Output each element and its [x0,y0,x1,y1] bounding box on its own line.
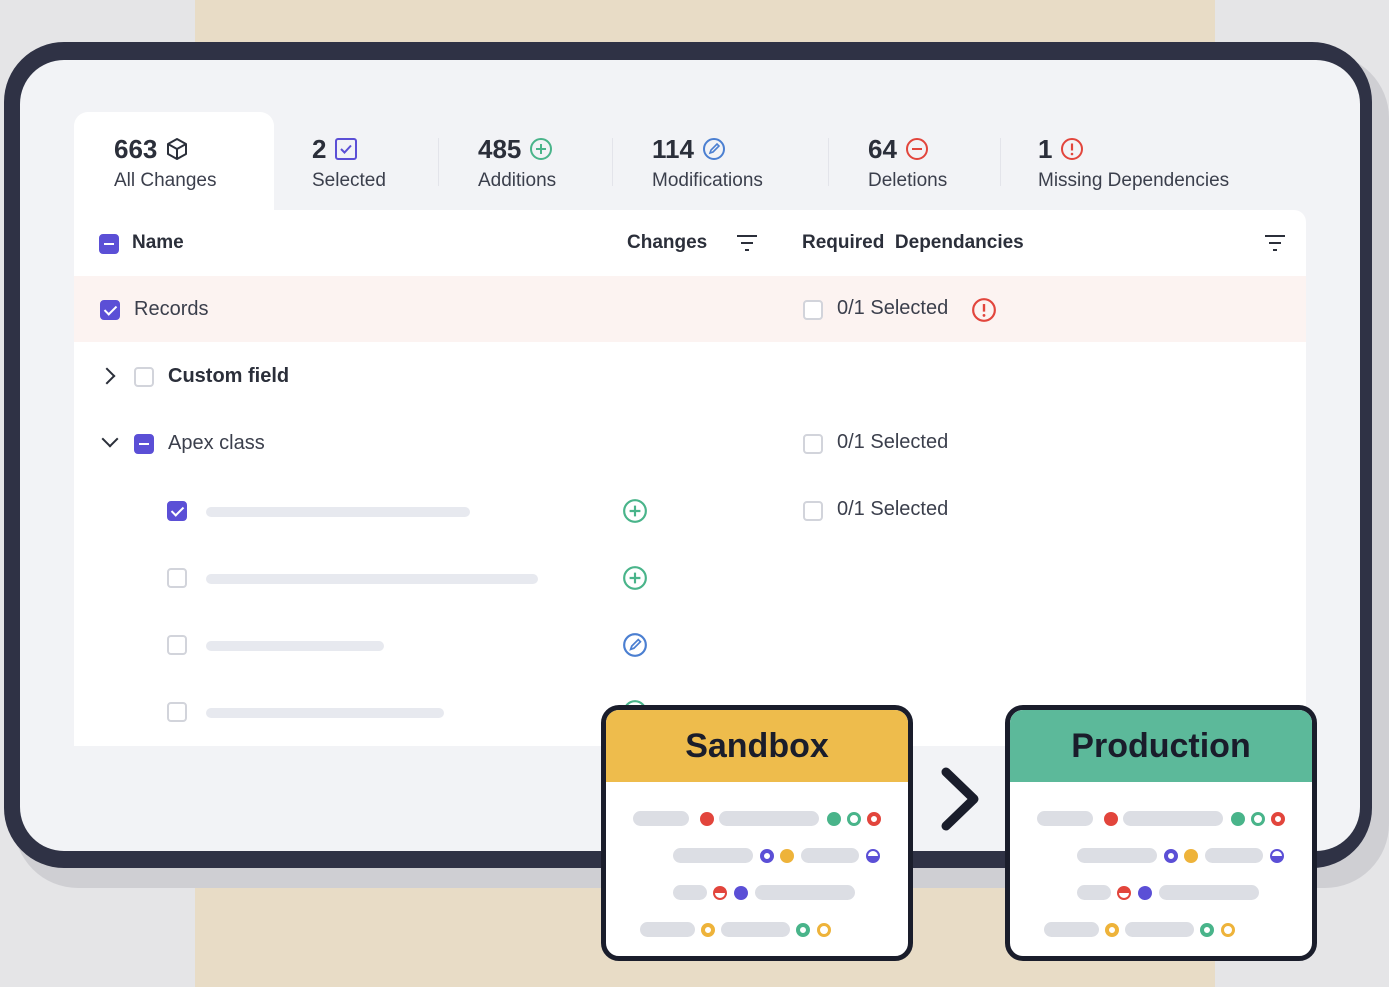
row-checkbox[interactable] [134,434,154,454]
app-screen: 663 All Changes 2 Selected 485 Additions [20,60,1360,851]
select-all-checkbox[interactable] [99,234,119,254]
dependency-status: 0/1 Selected [837,498,949,520]
chevron-right-icon [941,767,979,831]
sandbox-title: Sandbox [606,710,908,782]
tab-label: Additions [478,170,557,191]
addition-icon [623,499,647,523]
changes-column-header[interactable]: Changes [627,232,708,253]
row-name: Records [134,298,209,320]
row-checkbox[interactable] [100,300,120,320]
tab-label: Selected [312,170,386,191]
table-row[interactable] [74,612,1306,678]
tab-count: 2 [312,133,327,164]
tab-count: 64 [868,133,897,164]
row-checkbox[interactable] [167,702,187,722]
edit-circle-icon [702,138,725,160]
table-row[interactable]: 0/1 Selected [74,478,1306,544]
required-dependencies-header[interactable]: Required Dependancies [802,232,1024,253]
placeholder-name-bar [206,507,470,517]
dependency-checkbox[interactable] [803,501,823,521]
addition-icon [623,566,647,590]
tab-divider [612,138,613,186]
tab-count: 663 [114,133,158,164]
placeholder-name-bar [206,708,444,718]
table-row[interactable] [74,545,1306,611]
tab-all-changes[interactable]: 663 All Changes [74,112,274,210]
tab-label: Deletions [868,170,948,191]
row-checkbox[interactable] [167,501,187,521]
placeholder-name-bar [206,641,384,651]
filter-icon[interactable] [1264,234,1286,252]
dependency-status: 0/1 Selected [837,431,949,453]
tab-count: 114 [652,133,694,164]
row-checkbox[interactable] [167,568,187,588]
sandbox-environment-card: Sandbox [601,705,913,961]
row-checkbox[interactable] [167,635,187,655]
tab-divider [828,138,829,186]
plus-circle-icon [530,138,553,160]
table-row[interactable]: Apex class 0/1 Selected [74,410,1306,476]
table-header: Name Changes Required Dependancies [74,210,1306,276]
tab-count: 485 [478,133,522,164]
tab-label: Modifications [652,170,763,191]
tab-label: All Changes [114,170,217,191]
cube-icon [167,138,188,160]
filter-icon[interactable] [736,234,758,252]
changes-table: Name Changes Required Dependancies Recor… [74,210,1306,746]
checkbox-icon [335,138,358,160]
dependency-status: 0/1 Selected [837,297,949,319]
tab-modifications[interactable]: 114 Modifications [652,112,832,210]
tab-missing-dependencies[interactable]: 1 Missing Dependencies [1038,112,1298,210]
production-environment-card: Production [1005,705,1317,961]
row-name: Apex class [168,432,265,454]
name-column-header[interactable]: Name [132,232,184,253]
dependency-checkbox[interactable] [803,434,823,454]
minus-circle-icon [905,138,928,160]
chevron-down-icon[interactable] [101,430,119,448]
warning-icon [972,298,996,322]
chevron-right-icon[interactable] [98,367,116,385]
table-row[interactable]: Custom field [74,343,1306,409]
tab-divider [1000,138,1001,186]
alert-circle-icon [1061,138,1084,160]
tab-label: Missing Dependencies [1038,170,1230,191]
tab-additions[interactable]: 485 Additions [478,112,608,210]
tab-deletions[interactable]: 64 Deletions [868,112,998,210]
tab-count: 1 [1038,133,1053,164]
placeholder-name-bar [206,574,538,584]
production-title: Production [1010,710,1312,782]
tab-selected[interactable]: 2 Selected [312,112,442,210]
tab-divider [438,138,439,186]
table-row[interactable]: Records 0/1 Selected [74,276,1306,342]
dependency-checkbox[interactable] [803,300,823,320]
row-name: Custom field [168,365,290,387]
modification-icon [623,633,647,657]
row-checkbox[interactable] [134,367,154,387]
